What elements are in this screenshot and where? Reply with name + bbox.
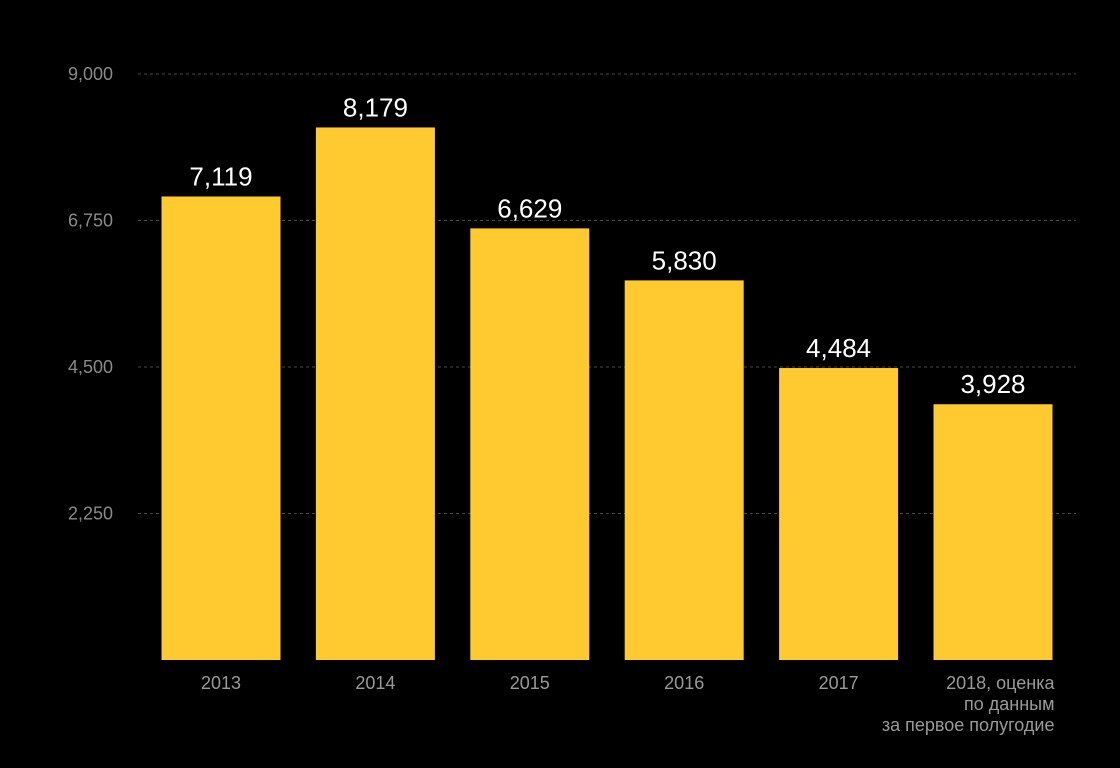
grid-lines <box>138 73 1076 514</box>
bar <box>624 280 744 660</box>
value-label: 3,928 <box>960 369 1025 399</box>
value-label: 6,629 <box>497 193 562 223</box>
value-label: 8,179 <box>343 92 408 122</box>
value-label: 5,830 <box>652 245 717 275</box>
value-label: 4,484 <box>806 333 871 363</box>
bar <box>933 404 1053 660</box>
x-tick-label: 2015 <box>510 673 550 693</box>
bar <box>779 368 899 660</box>
x-tick-label: 2014 <box>355 673 395 693</box>
x-tick-label: по данным <box>964 694 1054 714</box>
value-label: 7,119 <box>189 161 252 191</box>
x-tick-label: 2016 <box>664 673 704 693</box>
bar <box>161 196 281 660</box>
bar <box>315 127 435 660</box>
x-tick-label: 2018, оценка <box>946 673 1055 693</box>
y-axis-tick-labels: 2,250 4,500 6,750 9,000 <box>68 64 113 524</box>
x-tick-label: 2017 <box>819 673 859 693</box>
y-tick-label: 4,500 <box>68 357 113 377</box>
value-labels: 7,119 8,179 6,629 5,830 4,484 3,928 <box>189 92 1025 399</box>
x-tick-label: 2013 <box>201 673 241 693</box>
x-tick-label: за первое полугодие <box>882 715 1055 735</box>
y-tick-label: 9,000 <box>68 64 113 84</box>
bars <box>161 127 1053 660</box>
bar <box>470 228 590 660</box>
y-tick-label: 2,250 <box>68 504 113 524</box>
y-tick-label: 6,750 <box>68 211 113 231</box>
